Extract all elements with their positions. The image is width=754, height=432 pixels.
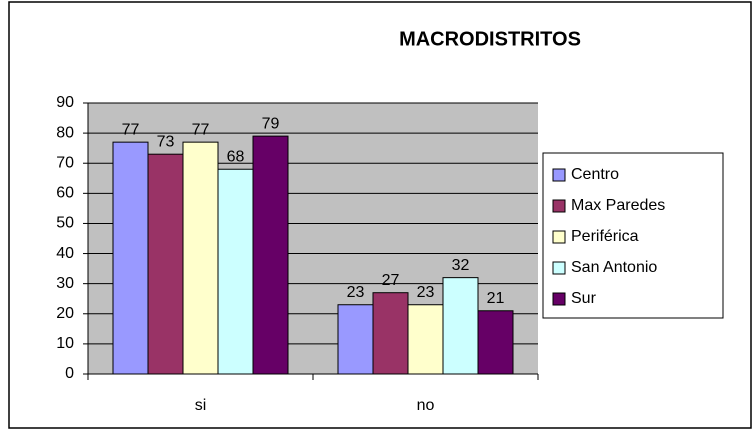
legend-label: Centro — [571, 166, 619, 183]
legend-label: Periférica — [571, 228, 639, 245]
legend-swatch — [552, 230, 566, 244]
bar — [477, 310, 514, 375]
data-label: 23 — [347, 284, 365, 301]
bar — [252, 135, 289, 375]
y-tick-label: 0 — [65, 365, 74, 382]
legend-label: San Antonio — [571, 259, 657, 276]
y-tick-label: 10 — [56, 335, 74, 352]
y-tick-label: 90 — [56, 94, 74, 111]
bar — [407, 304, 444, 375]
y-tick-label: 60 — [56, 185, 74, 202]
bar — [112, 141, 149, 375]
data-label: 27 — [382, 272, 400, 289]
data-label: 21 — [487, 290, 505, 307]
data-label: 77 — [122, 121, 140, 138]
y-tick-label: 50 — [56, 215, 74, 232]
data-label: 73 — [157, 133, 175, 150]
legend-label: Sur — [571, 290, 597, 307]
bar — [217, 168, 254, 375]
data-label: 77 — [192, 121, 210, 138]
bar — [372, 292, 409, 375]
chart-title: MACRODISTRITOS — [399, 28, 581, 50]
legend-box — [542, 152, 724, 319]
data-label: 68 — [227, 148, 245, 165]
data-label: 32 — [452, 257, 470, 274]
y-tick-label: 30 — [56, 275, 74, 292]
data-label: 23 — [417, 284, 435, 301]
bar — [147, 153, 184, 375]
y-tick-label: 80 — [56, 124, 74, 141]
y-tick-label: 70 — [56, 154, 74, 171]
legend-swatch — [552, 292, 566, 306]
data-label: 79 — [262, 115, 280, 132]
legend-swatch — [552, 261, 566, 275]
bar — [182, 141, 219, 375]
x-tick-label: si — [195, 397, 207, 414]
legend-label: Max Paredes — [571, 197, 665, 214]
bar — [337, 304, 374, 375]
legend-swatch — [552, 199, 566, 213]
legend-swatch — [552, 168, 566, 182]
y-tick-label: 20 — [56, 305, 74, 322]
x-tick-label: no — [417, 397, 435, 414]
bar — [442, 277, 479, 375]
y-tick-label: 40 — [56, 245, 74, 262]
